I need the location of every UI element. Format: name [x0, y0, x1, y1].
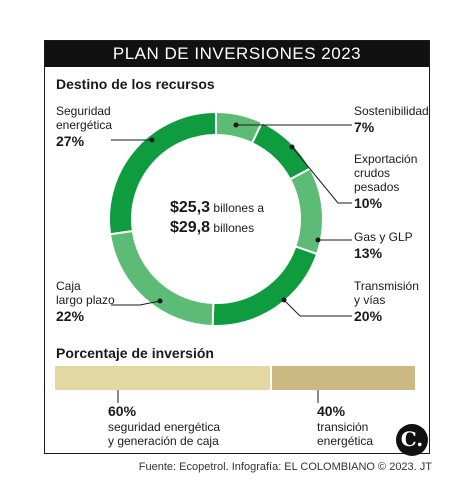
label-seguridad-line2: energética	[56, 118, 113, 132]
section-title-destino: Destino de los recursos	[56, 76, 215, 92]
bottom-left-pct: 60%	[108, 403, 137, 419]
bottom-label-right: 40% transición energética	[317, 402, 373, 448]
leader-transmision-dot	[281, 297, 287, 303]
donut-slice-5	[108, 110, 217, 236]
label-sostenibilidad-line1: Sostenibilidad	[354, 104, 429, 118]
leader-gas-dot	[315, 237, 321, 243]
label-exportacion: Exportación crudos pesados 10%	[354, 152, 417, 212]
label-seguridad-pct: 27%	[56, 133, 85, 149]
bottom-left-line2: y generación de caja	[108, 434, 219, 448]
label-caja: Caja largo plazo 22%	[56, 279, 115, 325]
label-transmision: Transmisión y vías 20%	[354, 279, 419, 325]
bottom-right-line2: energética	[317, 434, 374, 448]
label-gas-line1: Gas y GLP	[354, 230, 413, 244]
label-caja-pct: 22%	[56, 308, 85, 324]
donut-slice-3	[211, 245, 319, 327]
donut-slice-4	[108, 229, 215, 327]
section-title-porcentaje: Porcentaje de inversión	[56, 345, 214, 361]
bottom-left-line1: seguridad energética	[108, 420, 221, 434]
label-caja-line2: largo plazo	[56, 293, 115, 307]
bar-segment-seguridad	[55, 366, 270, 390]
donut-center-text: $25,3 billones a $29,8 billones	[170, 198, 290, 238]
label-transmision-line1: Transmisión	[354, 279, 419, 293]
footer-source: Fuente: Ecopetrol. Infografía: EL COLOMB…	[138, 461, 432, 473]
center-amount-1: $25,3	[170, 199, 211, 216]
el-colombiano-logo: C.	[396, 424, 428, 456]
leader-seguridad-dot	[149, 137, 155, 143]
leader-exportacion	[291, 146, 352, 204]
bottom-label-left: 60% seguridad energética y generación de…	[108, 402, 220, 448]
label-exportacion-line2: crudos	[354, 166, 391, 180]
leader-transmision	[283, 299, 352, 317]
donut-slice-1	[250, 121, 312, 181]
infographic-frame: PLAN DE INVERSIONES 2023	[44, 40, 430, 454]
label-seguridad: Seguridad energética 27%	[56, 104, 112, 150]
leader-caja	[111, 300, 161, 306]
label-exportacion-line3: pesados	[354, 180, 400, 194]
leader-sostenibilidad-dot	[233, 122, 239, 128]
label-gas: Gas y GLP 13%	[354, 230, 413, 262]
label-sostenibilidad: Sostenibilidad 7%	[354, 104, 429, 136]
label-caja-line1: Caja	[56, 279, 81, 293]
bottom-right-line1: transición	[317, 420, 369, 434]
center-text-2: billones	[213, 221, 255, 235]
page-title: PLAN DE INVERSIONES 2023	[45, 41, 429, 67]
center-text-1: billones a	[213, 201, 265, 215]
leader-exportacion-dot	[289, 144, 295, 150]
label-transmision-pct: 20%	[354, 308, 383, 324]
bottom-right-pct: 40%	[317, 403, 346, 419]
label-exportacion-pct: 10%	[354, 195, 383, 211]
label-seguridad-line1: Seguridad	[56, 104, 111, 118]
label-sostenibilidad-pct: 7%	[354, 119, 375, 135]
label-transmision-line2: y vías	[354, 293, 386, 307]
bar-segment-transicion	[272, 366, 415, 390]
center-amount-2: $29,8	[170, 219, 211, 236]
leader-caja-dot	[157, 298, 163, 304]
label-exportacion-line1: Exportación	[354, 152, 418, 166]
label-gas-pct: 13%	[354, 245, 383, 261]
